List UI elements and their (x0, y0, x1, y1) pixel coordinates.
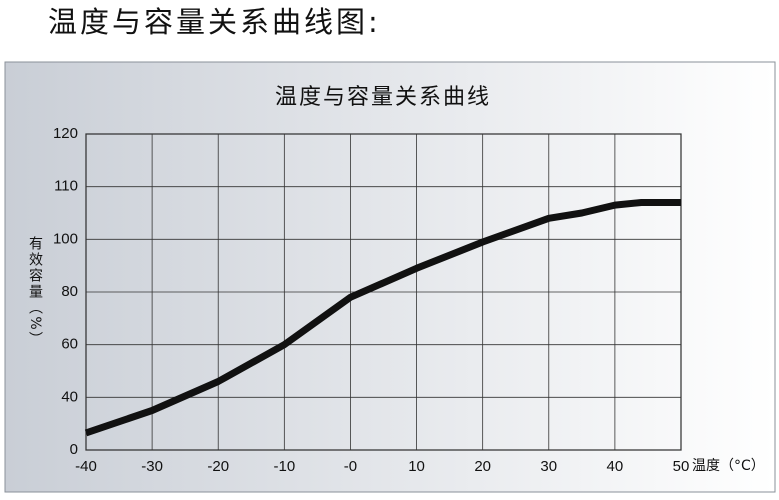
y-tick-label: 0 (70, 441, 78, 458)
y-tick-label: 80 (61, 283, 78, 300)
x-tick-label: 30 (540, 458, 557, 475)
y-tick-label: 120 (53, 125, 78, 142)
x-tick-label: 50 (673, 458, 690, 475)
page-title: 温度与容量关系曲线图: (48, 5, 381, 39)
x-tick-label: -10 (273, 458, 295, 475)
x-tick-label: -0 (344, 458, 357, 475)
x-tick-label: 20 (474, 458, 491, 475)
y-axis-label: 有效容量（%） (27, 236, 43, 347)
data-line (84, 199, 681, 437)
chart-title: 温度与容量关系曲线 (275, 85, 491, 110)
x-tick-label: 10 (408, 458, 425, 475)
y-tick-label: 110 (54, 178, 78, 195)
x-tick-label: 40 (607, 458, 624, 475)
y-tick-label: 40 (61, 388, 78, 405)
x-tick-label: -20 (207, 458, 229, 475)
y-tick-label: 100 (53, 230, 78, 247)
y-tick-label: 60 (61, 336, 78, 353)
x-tick-label: -30 (141, 458, 163, 475)
x-axis-label: 温度（°C） (692, 458, 765, 474)
x-tick-label: -40 (75, 458, 97, 475)
